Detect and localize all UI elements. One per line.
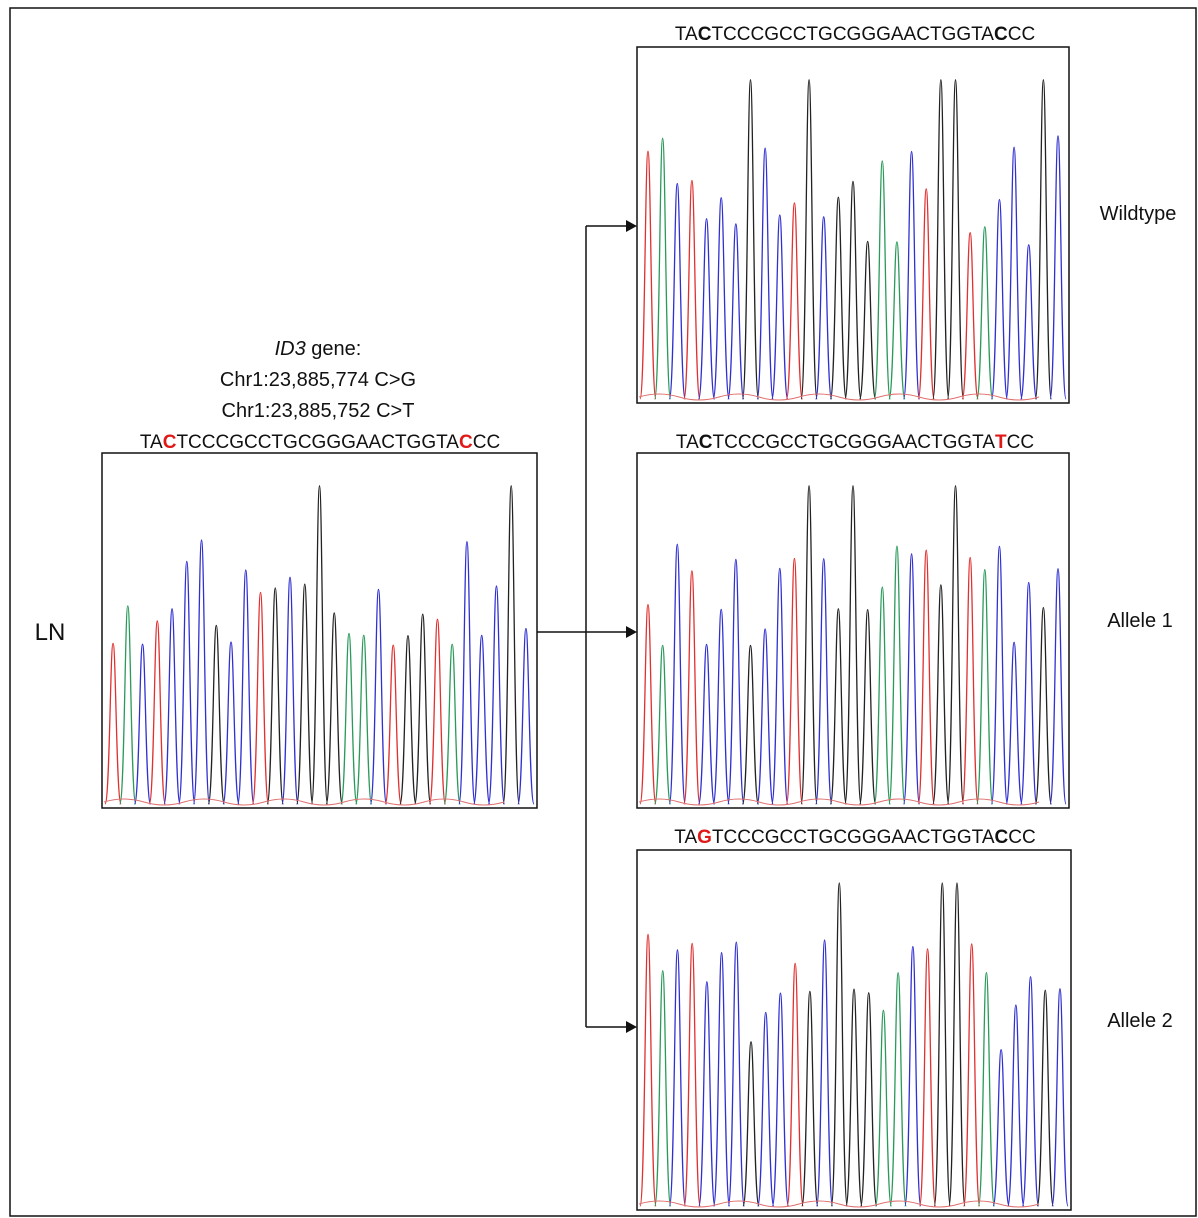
sequence: TACTCCCGCCTGCGGGAACTGGTACCC	[675, 24, 1035, 45]
seq-variant: C	[995, 827, 1009, 848]
sequence: TAGTCCCGCCTGCGGGAACTGGTACCC	[674, 827, 1035, 848]
panel-label: Allele 2	[1107, 1010, 1173, 1032]
seq-part: TA	[675, 24, 698, 45]
seq-part: TCCCGCCTGCGGGAACTGGTA	[176, 432, 459, 453]
gene-name: ID3	[275, 338, 306, 360]
seq-variant: T	[995, 432, 1007, 453]
seq-variant: C	[459, 432, 473, 453]
seq-variant: G	[697, 827, 712, 848]
panel-label: Allele 1	[1107, 610, 1173, 632]
sample-label: LN	[35, 619, 66, 646]
gene-suffix: gene:	[306, 338, 362, 360]
sequence: TACTCCCGCCTGCGGGAACTGGTACCC	[140, 432, 500, 453]
seq-part: CC	[1007, 432, 1034, 453]
seq-part: CC	[1008, 24, 1035, 45]
figure: LN ID3 gene: Chr1:23,885,774 C>G Chr1:23…	[0, 0, 1198, 1218]
seq-variant: C	[994, 24, 1008, 45]
seq-part: TCCCGCCTGCGGGAACTGGTA	[711, 24, 994, 45]
seq-part: TA	[676, 432, 699, 453]
seq-part: TA	[140, 432, 163, 453]
seq-part: TCCCGCCTGCGGGAACTGGTA	[712, 827, 995, 848]
seq-variant: C	[698, 24, 712, 45]
seq-variant: C	[163, 432, 177, 453]
seq-part: TA	[674, 827, 697, 848]
variant: Chr1:23,885,774 C>G	[220, 369, 416, 391]
seq-part: CC	[473, 432, 500, 453]
seq-variant: C	[699, 432, 713, 453]
variant: Chr1:23,885,752 C>T	[222, 400, 415, 422]
connector	[537, 226, 627, 1027]
arrowhead	[626, 220, 637, 1033]
seq-part: CC	[1008, 827, 1035, 848]
gene-title: ID3 gene:	[275, 338, 362, 360]
panel-label: Wildtype	[1100, 203, 1177, 225]
seq-part: TCCCGCCTGCGGGAACTGGTA	[713, 432, 996, 453]
sequence: TACTCCCGCCTGCGGGAACTGGTATCC	[676, 432, 1034, 453]
